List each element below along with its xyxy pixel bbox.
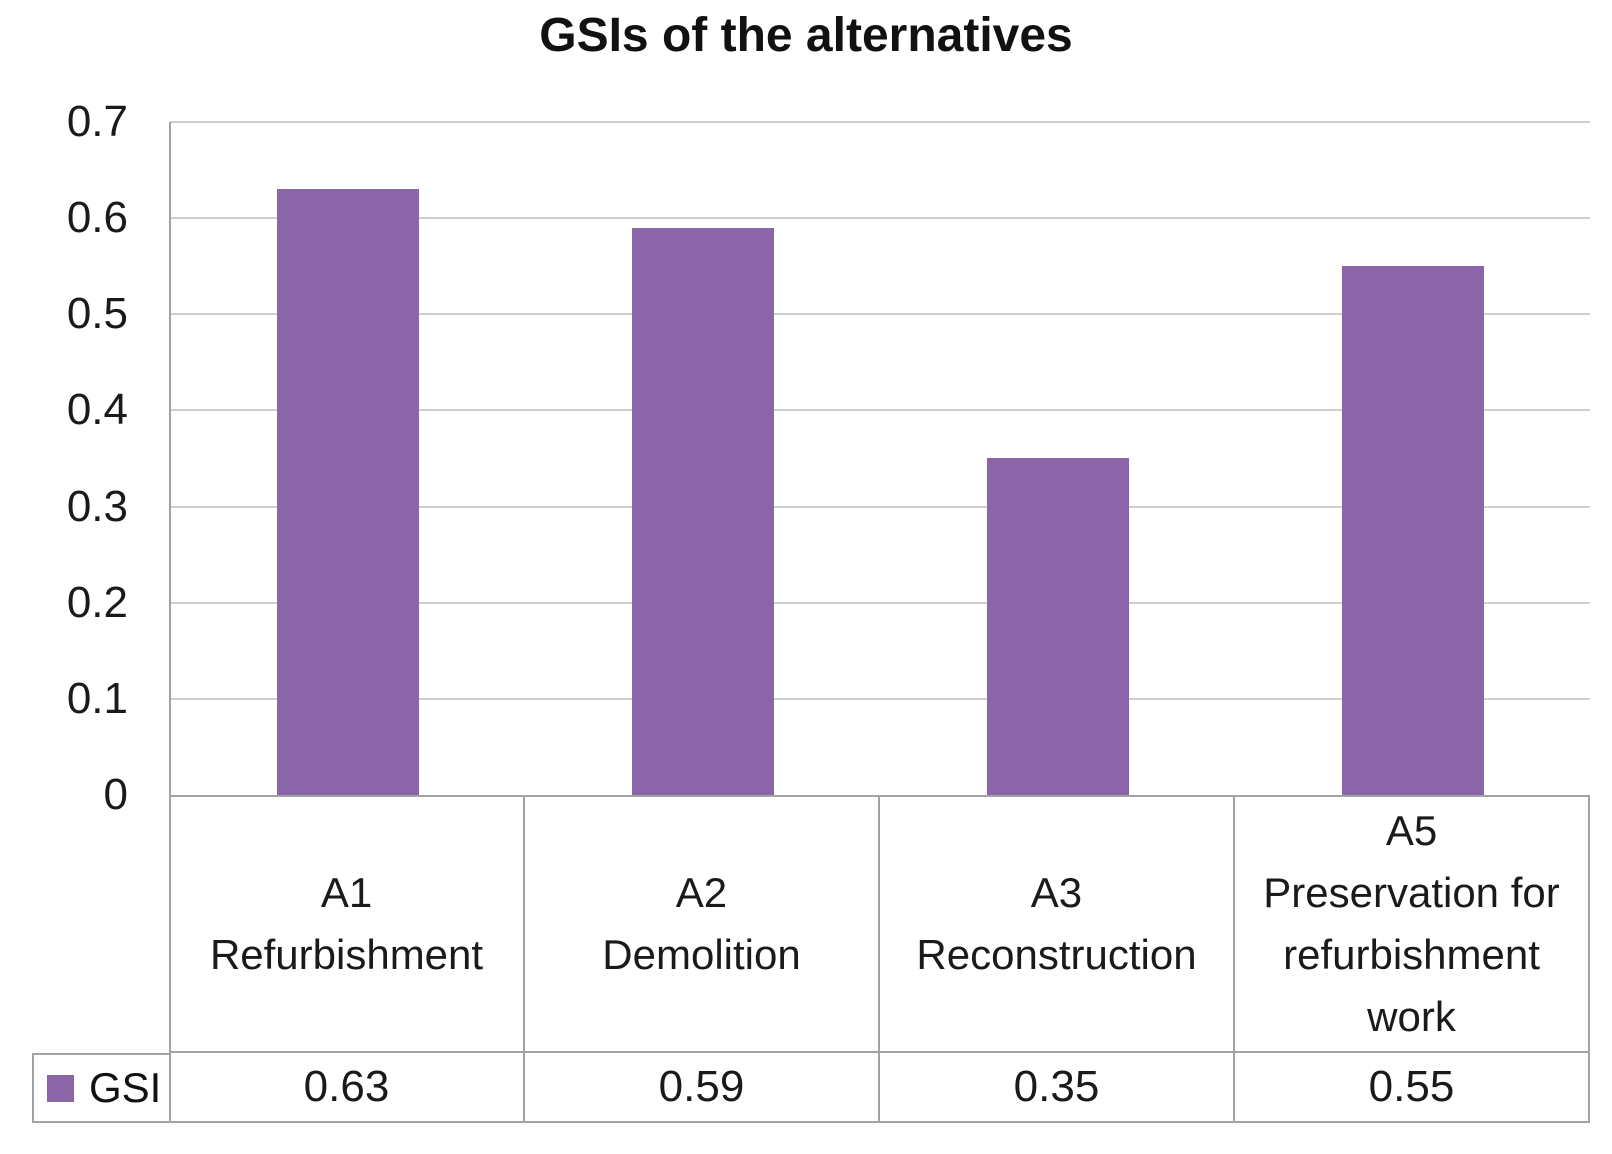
bar (987, 458, 1129, 795)
legend-swatch-icon (47, 1074, 74, 1102)
value-cell: 0.55 (1233, 1053, 1588, 1121)
gridline (170, 506, 1590, 508)
gridline (170, 121, 1590, 123)
y-tick-label: 0.4 (66, 385, 128, 434)
value-cell: 0.63 (303, 1062, 390, 1111)
category-cell: A5 Preservation for refurbishment work (1233, 797, 1588, 1051)
y-axis-labels: 0.7 0.6 0.5 0.4 0.3 0.2 0.1 0 (0, 0, 130, 900)
gridline (170, 409, 1590, 411)
y-axis-line (169, 122, 171, 1123)
chart-title: GSIs of the alternatives (539, 9, 1073, 62)
y-tick-label: 0 (103, 770, 128, 819)
bar (632, 228, 774, 795)
y-tick-label: 0.6 (66, 193, 128, 242)
value-row: 0.63 0.59 0.35 0.55 (170, 1053, 1590, 1123)
gridline (170, 698, 1590, 700)
y-tick-label: 0.3 (66, 482, 128, 531)
category-cell: A2 Demolition (523, 797, 878, 1051)
legend-label: GSI (89, 1064, 162, 1111)
category-cell: A3 Reconstruction (878, 797, 1233, 1051)
bar (277, 189, 419, 795)
y-tick-label: 0.2 (66, 578, 128, 627)
y-tick-label: 0.5 (66, 289, 128, 338)
gridline (170, 217, 1590, 219)
bar (1342, 266, 1484, 795)
y-tick-label: 0.7 (66, 97, 128, 146)
plot-area (170, 121, 1590, 795)
bars-layer (277, 189, 1484, 795)
y-tick-label: 0.1 (66, 674, 128, 723)
gridline (170, 313, 1590, 315)
category-cell: A1 Refurbishment (209, 869, 484, 978)
gridline (170, 602, 1590, 604)
value-cell: 0.59 (523, 1053, 878, 1121)
legend-cell: GSI (32, 1053, 170, 1123)
value-cell: 0.35 (878, 1053, 1233, 1121)
category-row: A1 Refurbishment A2 Demolition A3 Reconstr… (170, 795, 1590, 1053)
